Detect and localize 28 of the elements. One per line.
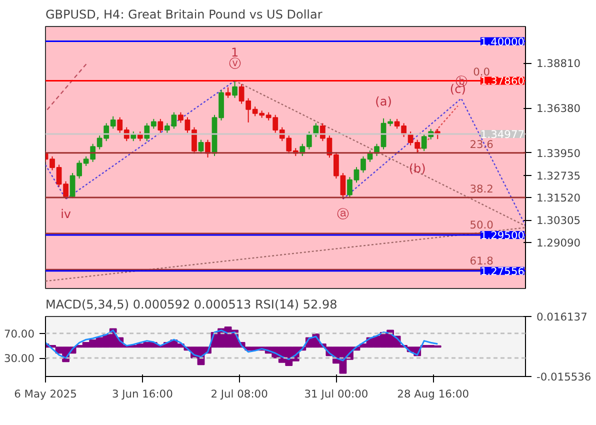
- ref-line-label: 1.37860: [480, 74, 525, 88]
- y-tick-label: -0.015536: [536, 370, 592, 384]
- chart-title: GBPUSD, H4: Great Britain Pound vs US Dollar: [46, 8, 322, 22]
- y-tick-label: 1.38810: [536, 57, 581, 70]
- y-tick-label: 1.36380: [536, 102, 581, 116]
- ref-line-label: 1.29500: [480, 228, 525, 242]
- y2-tick-label: 70.00: [4, 327, 35, 340]
- x-tick-label: 28 Aug 16:00: [397, 388, 470, 400]
- chart-title: MACD(5,34,5) 0.000592 0.000513 RSI(14) 52.98: [46, 298, 338, 312]
- y-tick-label: 1.32735: [536, 169, 581, 182]
- annotation: (a): [375, 94, 392, 108]
- x-tick-label: 3 Jun 16:00: [112, 388, 174, 400]
- ref-line-label: 1.40000: [480, 35, 525, 48]
- annotation: 38.2: [470, 182, 494, 196]
- annotation: ⓐ: [336, 207, 349, 222]
- y-tick-label: 0.016137: [536, 310, 588, 324]
- x-tick-label: 6 May 2025: [14, 388, 77, 400]
- annotation: ⓥ: [228, 56, 241, 71]
- annotation: (b): [408, 161, 426, 176]
- y-tick-label: 1.31520: [536, 192, 581, 205]
- ref-line-label: 1.27556: [480, 264, 525, 278]
- y-tick-label: 1.29090: [536, 236, 581, 250]
- y-tick-label: 1.33950: [536, 146, 581, 160]
- y-tick-label: 1.30305: [536, 214, 581, 228]
- y2-tick-label: 30.00: [4, 352, 35, 366]
- x-tick-label: 2 Jul 08:00: [210, 388, 268, 400]
- x-tick-label: 31 Jul 00:00: [304, 388, 368, 400]
- annotation: iv: [60, 207, 71, 222]
